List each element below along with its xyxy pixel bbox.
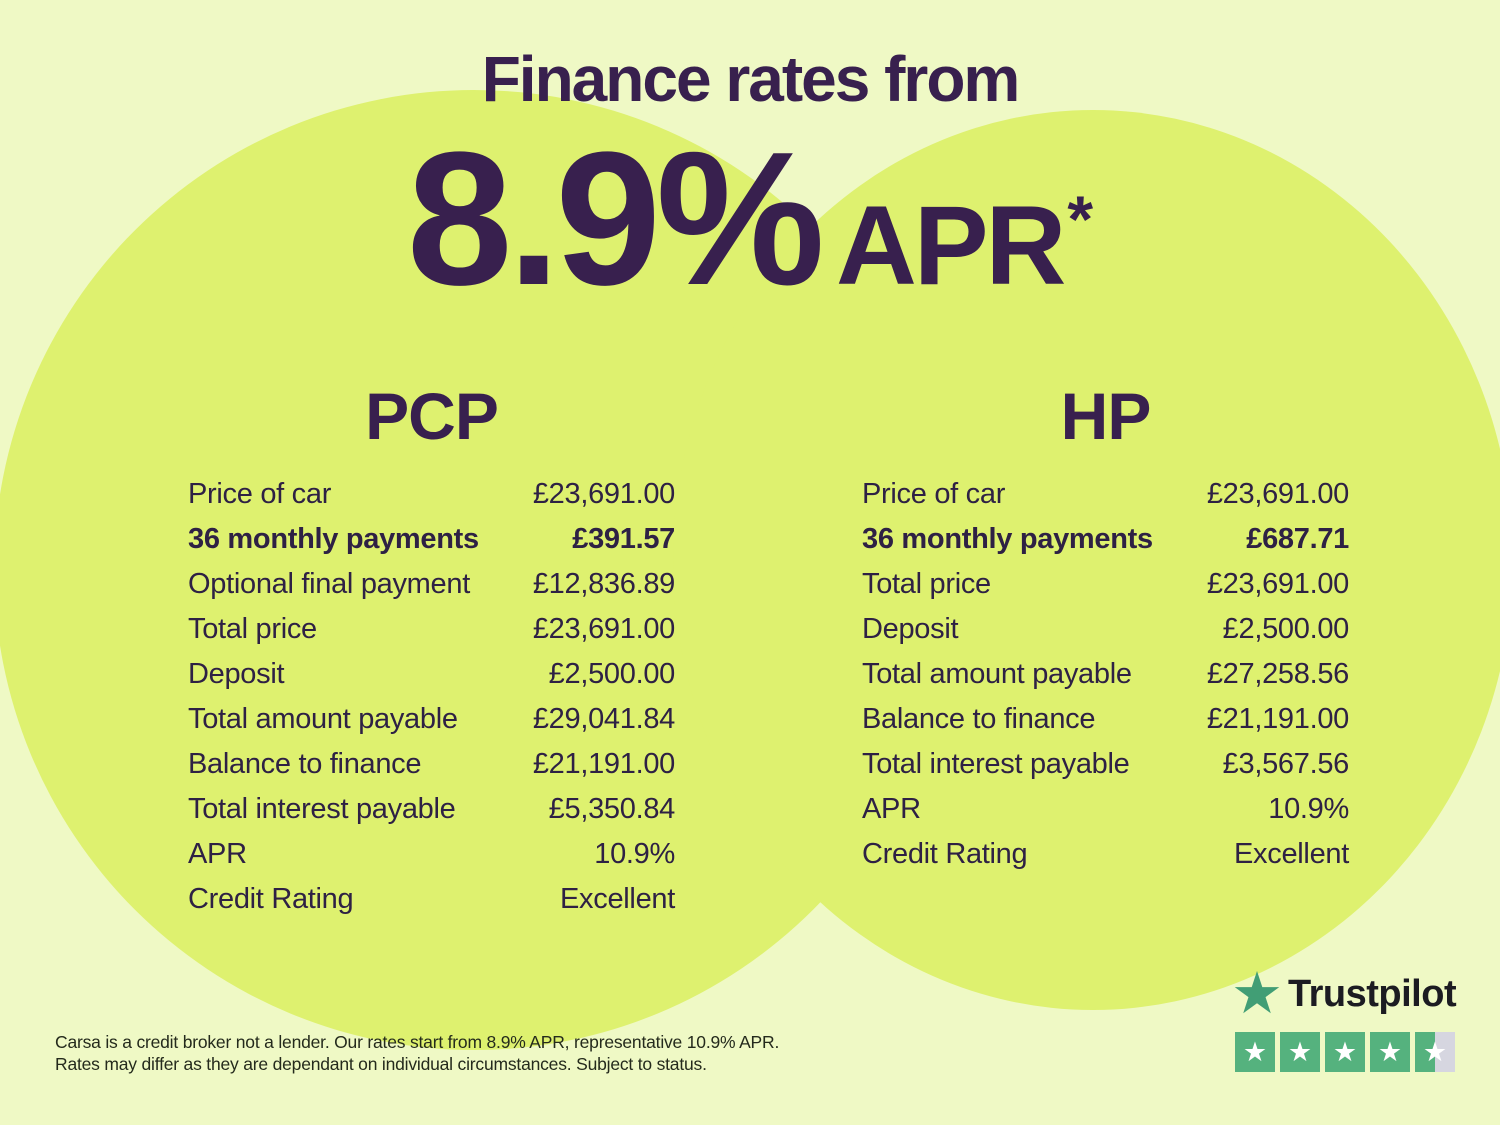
row-label: Total amount payable bbox=[862, 658, 1132, 690]
row-label: Price of car bbox=[862, 478, 1006, 510]
table-row: Total amount payable £29,041.84 bbox=[188, 697, 675, 742]
table-row: 36 monthly payments £391.57 bbox=[188, 517, 675, 562]
hp-table: HP Price of car £23,691.00 36 monthly pa… bbox=[862, 383, 1349, 877]
row-value: £2,500.00 bbox=[1222, 613, 1350, 645]
table-row: Total amount payable £27,258.56 bbox=[862, 652, 1349, 697]
table-row: Deposit £2,500.00 bbox=[862, 607, 1349, 652]
row-value: £29,041.84 bbox=[532, 703, 675, 735]
trustpilot-star-icon: ★ bbox=[1231, 961, 1283, 1026]
pcp-heading: PCP bbox=[365, 379, 499, 453]
pcp-table: PCP Price of car £23,691.00 36 monthly p… bbox=[188, 383, 675, 922]
table-row: Balance to finance £21,191.00 bbox=[862, 697, 1349, 742]
table-row: Optional final payment £12,836.89 bbox=[188, 562, 675, 607]
trustpilot-brand: Trustpilot bbox=[1288, 972, 1457, 1015]
background-circle-right bbox=[673, 110, 1500, 1010]
table-row: Total price £23,691.00 bbox=[188, 607, 675, 652]
star-box-icon: ★ bbox=[1235, 1032, 1275, 1072]
disclaimer-line1: Carsa is a credit broker not a lender. O… bbox=[55, 1032, 780, 1052]
table-row: Total interest payable £5,350.84 bbox=[188, 787, 675, 832]
table-row: Deposit £2,500.00 bbox=[188, 652, 675, 697]
row-label: Total price bbox=[862, 568, 991, 600]
table-row: Price of car £23,691.00 bbox=[862, 472, 1349, 517]
table-row: Price of car £23,691.00 bbox=[188, 472, 675, 517]
page-title: Finance rates from bbox=[481, 43, 1021, 115]
row-value: £21,191.00 bbox=[1206, 703, 1349, 735]
trustpilot-rating-stars: ★ ★ ★ ★ ★ bbox=[1235, 1032, 1456, 1072]
row-label: Deposit bbox=[188, 658, 285, 690]
table-row: APR 10.9% bbox=[862, 787, 1349, 832]
rate-asterisk-icon: * bbox=[1067, 182, 1094, 256]
row-value: £391.57 bbox=[572, 523, 675, 555]
row-value: 10.9% bbox=[594, 838, 675, 870]
row-label: Total price bbox=[188, 613, 317, 645]
row-label: Total interest payable bbox=[862, 748, 1130, 780]
row-value: £23,691.00 bbox=[532, 478, 675, 510]
disclaimer-line2: Rates may differ as they are dependant o… bbox=[55, 1054, 707, 1074]
trustpilot-block: ★ Trustpilot ★ ★ ★ ★ ★ bbox=[1230, 961, 1457, 1072]
table-row: APR 10.9% bbox=[188, 832, 675, 877]
disclaimer: Carsa is a credit broker not a lender. O… bbox=[55, 1031, 779, 1075]
row-value: £23,691.00 bbox=[532, 613, 675, 645]
star-box-half-icon: ★ bbox=[1415, 1032, 1455, 1072]
rate-unit: APR bbox=[835, 183, 1066, 308]
row-value: £27,258.56 bbox=[1206, 658, 1349, 690]
row-value: Excellent bbox=[1234, 838, 1349, 870]
pcp-rows: Price of car £23,691.00 36 monthly payme… bbox=[188, 472, 675, 922]
row-label: APR bbox=[188, 838, 247, 870]
hp-heading: HP bbox=[1060, 379, 1152, 453]
star-box-icon: ★ bbox=[1370, 1032, 1410, 1072]
table-row: Total interest payable £3,567.56 bbox=[862, 742, 1349, 787]
table-row: Balance to finance £21,191.00 bbox=[188, 742, 675, 787]
row-value: £12,836.89 bbox=[532, 568, 675, 600]
row-value: £23,691.00 bbox=[1206, 568, 1349, 600]
row-label: Balance to finance bbox=[862, 703, 1096, 735]
row-value: 10.9% bbox=[1268, 793, 1349, 825]
row-label: Balance to finance bbox=[188, 748, 422, 780]
row-value: £3,567.56 bbox=[1222, 748, 1350, 780]
row-label: Deposit bbox=[862, 613, 959, 645]
star-box-icon: ★ bbox=[1325, 1032, 1365, 1072]
row-label: Credit Rating bbox=[188, 883, 354, 915]
row-label: Total amount payable bbox=[188, 703, 458, 735]
row-value: £21,191.00 bbox=[532, 748, 675, 780]
rate-value: 8.9% bbox=[406, 113, 825, 325]
hp-rows: Price of car £23,691.00 36 monthly payme… bbox=[862, 472, 1349, 877]
table-row: Credit Rating Excellent bbox=[862, 832, 1349, 877]
row-value: £5,350.84 bbox=[548, 793, 676, 825]
headline-rate: 8.9% APR * bbox=[0, 124, 1500, 314]
star-box-icon: ★ bbox=[1280, 1032, 1320, 1072]
trustpilot-logo: ★ Trustpilot bbox=[1230, 961, 1457, 1026]
row-label: Price of car bbox=[188, 478, 332, 510]
row-label: APR bbox=[862, 793, 921, 825]
row-label: Optional final payment bbox=[188, 568, 470, 600]
table-row: Credit Rating Excellent bbox=[188, 877, 675, 922]
table-row: Total price £23,691.00 bbox=[862, 562, 1349, 607]
row-label: Total interest payable bbox=[188, 793, 456, 825]
row-label: 36 monthly payments bbox=[862, 523, 1153, 555]
row-label: 36 monthly payments bbox=[188, 523, 479, 555]
row-value: £2,500.00 bbox=[548, 658, 676, 690]
row-label: Credit Rating bbox=[862, 838, 1028, 870]
row-value: £23,691.00 bbox=[1206, 478, 1349, 510]
row-value: £687.71 bbox=[1246, 523, 1349, 555]
row-value: Excellent bbox=[560, 883, 675, 915]
table-row: 36 monthly payments £687.71 bbox=[862, 517, 1349, 562]
